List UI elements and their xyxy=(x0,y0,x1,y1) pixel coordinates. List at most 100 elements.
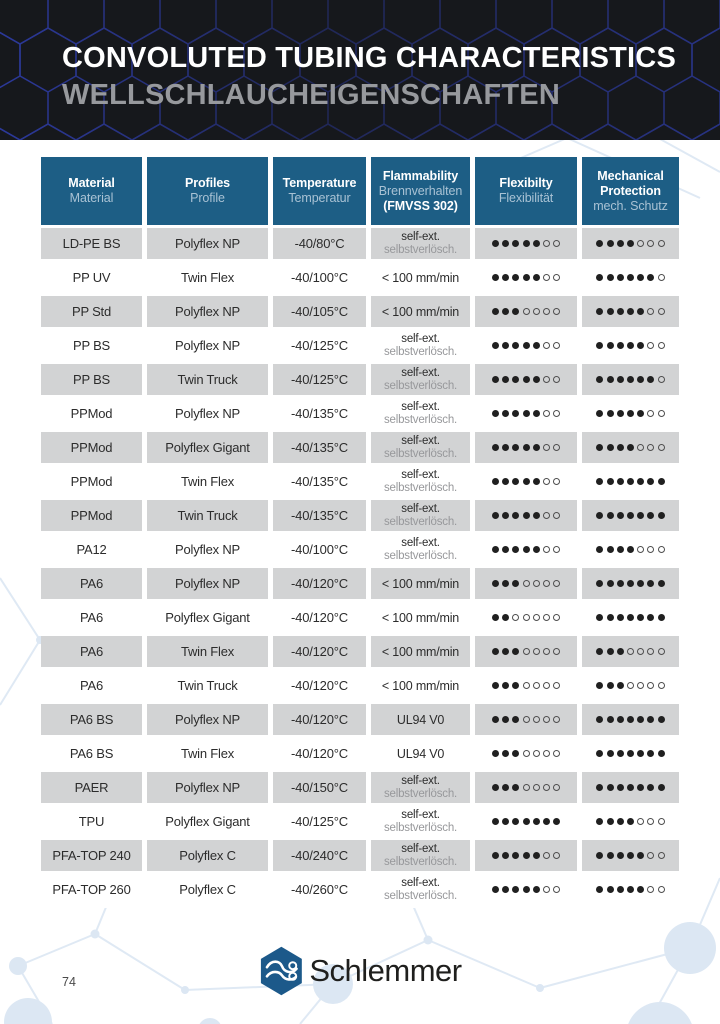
material-value: PP BS xyxy=(72,371,111,387)
rating-dot xyxy=(637,274,645,281)
rating-dot xyxy=(542,648,550,655)
rating-dot xyxy=(637,784,645,791)
rating-dot xyxy=(657,410,665,417)
mechanical-protection-rating xyxy=(595,852,666,859)
material-cell: PA12 xyxy=(41,534,142,565)
mechanical-protection-rating xyxy=(595,512,666,519)
rating-dot xyxy=(502,750,510,757)
rating-dot xyxy=(542,886,550,893)
rating-dot xyxy=(606,342,614,349)
temperature-value: -40/100°C xyxy=(291,541,348,557)
rating-dot xyxy=(596,444,604,451)
rating-dot xyxy=(606,512,614,519)
mechanical-protection-cell xyxy=(582,806,679,837)
rating-dot xyxy=(637,750,645,757)
rating-dot xyxy=(647,274,655,281)
rating-dot xyxy=(491,716,499,723)
flammability-cell: self-ext. selbstverlösch. xyxy=(371,806,470,837)
material-value: PP UV xyxy=(72,269,111,285)
profile-value: Polyflex NP xyxy=(175,405,240,421)
rating-dot xyxy=(522,410,530,417)
table-row: PA6 Twin Truck -40/120°C < 100 mm/min xyxy=(41,670,679,701)
rating-dot xyxy=(491,410,499,417)
column-header-label-en: Profiles xyxy=(184,176,231,190)
rating-dot xyxy=(657,614,665,621)
flammability-value: < 100 mm/min xyxy=(381,678,460,693)
table-row: PFA-TOP 260 Polyflex C -40/260°C self-ext. s… xyxy=(41,874,679,905)
rating-dot xyxy=(553,342,561,349)
flammability-cell: self-ext. selbstverlösch. xyxy=(371,500,470,531)
rating-dot xyxy=(596,852,604,859)
rating-dot xyxy=(512,648,520,655)
column-header-6: Mechanical Protection mech. Schutz xyxy=(582,157,679,225)
rating-dot xyxy=(616,580,624,587)
rating-dot xyxy=(647,784,655,791)
rating-dot xyxy=(596,648,604,655)
logo-wordmark: Schlemmer xyxy=(309,953,462,988)
rating-dot xyxy=(491,818,499,825)
rating-dot xyxy=(542,376,550,383)
material-value: PPMod xyxy=(70,507,113,523)
profile-cell: Twin Flex xyxy=(147,262,268,293)
material-cell: PA6 xyxy=(41,602,142,633)
table-row: PA6 BS Polyflex NP -40/120°C UL94 V0 xyxy=(41,704,679,735)
rating-dot xyxy=(606,784,614,791)
rating-dot xyxy=(522,648,530,655)
column-header-2: Profiles Profile xyxy=(147,157,268,225)
temperature-value: -40/125°C xyxy=(291,813,348,829)
rating-dot xyxy=(512,784,520,791)
temperature-value: -40/120°C xyxy=(291,677,348,693)
rating-dot xyxy=(512,886,520,893)
mechanical-protection-cell xyxy=(582,738,679,769)
temperature-cell: -40/125°C xyxy=(273,364,366,395)
rating-dot xyxy=(616,886,624,893)
flammability-value-en: self-ext. xyxy=(401,400,440,413)
rating-dot xyxy=(606,716,614,723)
rating-dot xyxy=(637,614,645,621)
rating-dot xyxy=(606,546,614,553)
flammability-value-de: selbstverlösch. xyxy=(383,243,458,256)
rating-dot xyxy=(606,580,614,587)
profile-value: Twin Flex xyxy=(180,745,235,761)
rating-dot xyxy=(522,852,530,859)
material-cell: PPMod xyxy=(41,398,142,429)
rating-dot xyxy=(522,240,530,247)
rating-dot xyxy=(647,342,655,349)
profile-cell: Twin Flex xyxy=(147,738,268,769)
column-header-label-de: Flexibilität xyxy=(498,191,554,205)
rating-dot xyxy=(512,342,520,349)
mechanical-protection-rating xyxy=(595,750,666,757)
profile-cell: Twin Truck xyxy=(147,500,268,531)
material-cell: PP BS xyxy=(41,330,142,361)
rating-dot xyxy=(512,410,520,417)
flexibility-rating xyxy=(490,682,561,689)
flexibility-cell xyxy=(475,534,577,565)
material-value: PP BS xyxy=(72,337,111,353)
profile-value: Polyflex Gigant xyxy=(165,813,250,829)
rating-dot xyxy=(542,818,550,825)
rating-dot xyxy=(522,444,530,451)
material-cell: PFA-TOP 260 xyxy=(41,874,142,905)
rating-dot xyxy=(532,682,540,689)
rating-dot xyxy=(553,580,561,587)
rating-dot xyxy=(553,410,561,417)
rating-dot xyxy=(596,274,604,281)
rating-dot xyxy=(616,410,624,417)
column-header-label-de: Material xyxy=(69,191,114,205)
rating-dot xyxy=(616,478,624,485)
rating-dot xyxy=(522,308,530,315)
flammability-value-de: selbstverlösch. xyxy=(383,515,458,528)
rating-dot xyxy=(512,376,520,383)
rating-dot xyxy=(553,682,561,689)
temperature-value: -40/120°C xyxy=(291,609,348,625)
rating-dot xyxy=(657,376,665,383)
rating-dot xyxy=(542,580,550,587)
flexibility-cell xyxy=(475,636,577,667)
material-cell: PA6 BS xyxy=(41,738,142,769)
rating-dot xyxy=(491,546,499,553)
rating-dot xyxy=(596,784,604,791)
temperature-cell: -40/135°C xyxy=(273,398,366,429)
rating-dot xyxy=(491,784,499,791)
profile-cell: Twin Truck xyxy=(147,670,268,701)
rating-dot xyxy=(532,444,540,451)
